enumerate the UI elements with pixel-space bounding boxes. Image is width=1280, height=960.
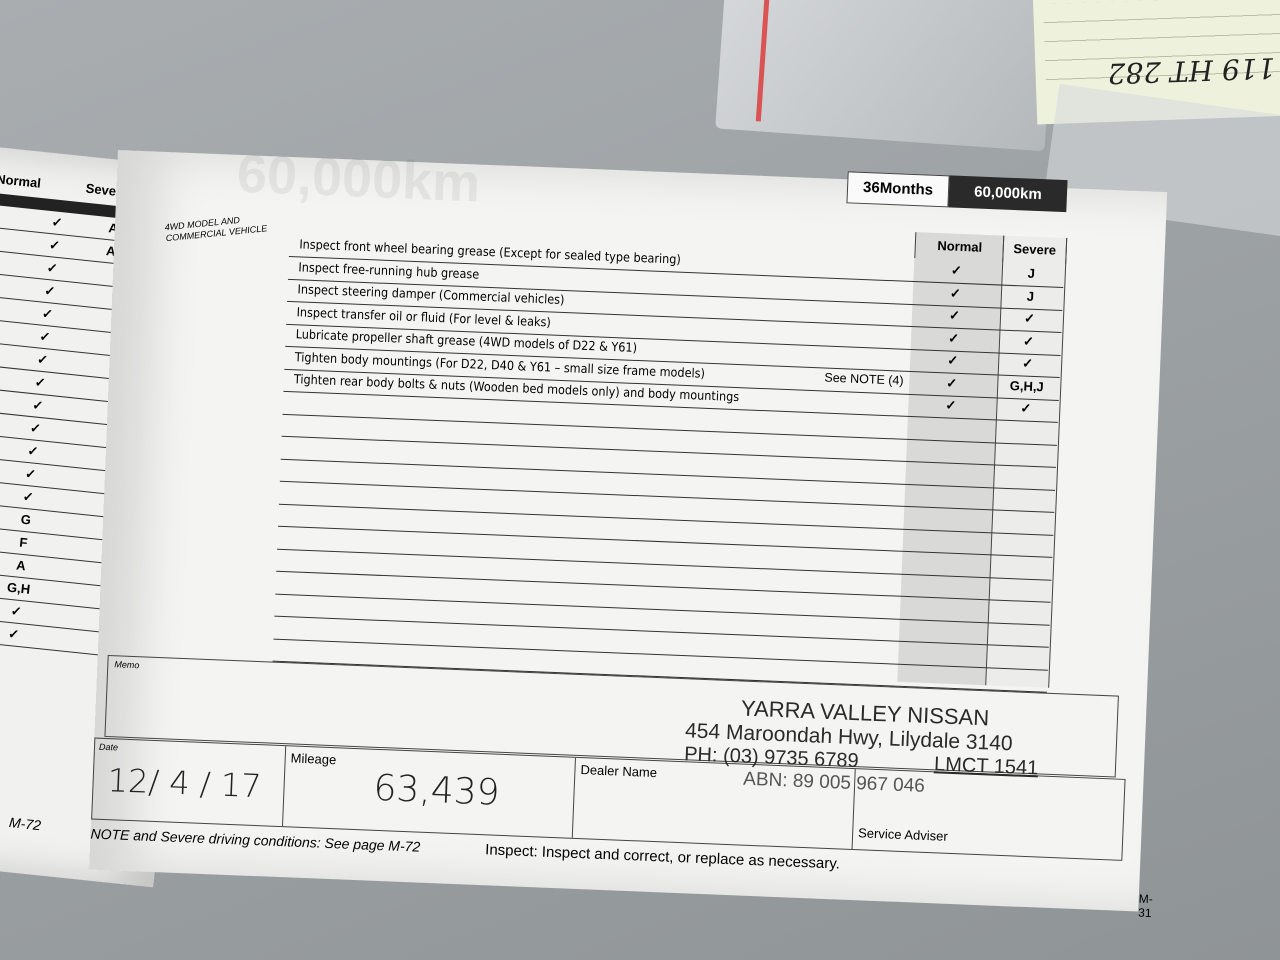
normal-cell: ✓ [950, 262, 963, 278]
right-page: 60,000km 36Months 60,000km Normal Severe… [89, 144, 1168, 920]
interval-km: 60,000km [948, 175, 1068, 213]
mileage-field[interactable]: Mileage 63,439 [281, 746, 576, 838]
date-label: Date [98, 741, 119, 753]
left-normal-cell: ✓ [34, 374, 47, 391]
mileage-label: Mileage [290, 750, 337, 768]
severe-header: Severe [1002, 235, 1068, 265]
left-normal-cell: ✓ [36, 351, 49, 368]
left-normal-cell: ✓ [29, 420, 42, 437]
service-adviser-label: Service Adviser [857, 825, 949, 844]
normal-header: Normal [914, 232, 1005, 262]
left-normal-cell: ✓ [46, 259, 59, 277]
interval-months: 36Months [846, 171, 950, 208]
left-normal-cell: ✓ [22, 488, 35, 505]
left-normal-cell: ✓ [43, 282, 57, 299]
left-normal-cell: ✓ [31, 397, 45, 414]
item-text: Inspect free-running hub grease [298, 258, 480, 282]
normal-cell: ✓ [949, 285, 962, 301]
severe-cell: ✓ [1023, 310, 1036, 326]
left-normal-header: Normal [0, 171, 42, 191]
left-page-number: M-72 [8, 814, 42, 834]
severe-cell: ✓ [1021, 355, 1034, 371]
date-field[interactable]: Date 12/ 4 / 17 [92, 738, 287, 827]
normal-cell: ✓ [946, 352, 959, 368]
left-normal-cell: ✓ [38, 328, 52, 345]
severe-cell: ✓ [1022, 332, 1035, 349]
right-page-number: M-31 [1137, 891, 1154, 921]
date-value: 12/ 4 / 17 [106, 761, 263, 806]
memo-label: Memo [114, 659, 140, 671]
normal-cell: ✓ [945, 397, 957, 413]
left-normal-cell: ✓ [7, 625, 21, 642]
left-normal-cell: ✓ [41, 305, 54, 322]
note-handwriting: 119 HT 282 [1107, 51, 1277, 90]
left-normal-cell: ✓ [48, 237, 61, 254]
bag-zip-strip [755, 0, 771, 122]
left-normal-cell: G,H [6, 579, 31, 597]
dealer-stamp: YARRA VALLEY NISSAN 454 Maroondah Hwy, L… [683, 693, 1041, 802]
left-normal-cell: ✓ [50, 214, 64, 231]
normal-cell: ✓ [947, 329, 960, 346]
severe-cell: J [1026, 288, 1035, 304]
severe-cell: J [1027, 265, 1036, 281]
mileage-value: 63,439 [372, 767, 501, 814]
left-normal-cell: ✓ [26, 442, 40, 460]
dealer-name-label: Dealer Name [580, 762, 658, 781]
left-normal-cell: ✓ [24, 465, 37, 482]
section-label: 4WD MODEL AND COMMERCIAL VEHICLE [164, 214, 268, 244]
left-normal-cell: G [20, 511, 32, 528]
item-note: See NOTE (4) [824, 370, 904, 388]
severe-cell: G,H,J [1009, 377, 1045, 394]
left-normal-cell: F [18, 534, 29, 551]
left-normal-cell: ✓ [10, 603, 23, 620]
bleed-through-text: 60,000km [235, 143, 482, 214]
stamp-lmct: LMCT 1541 [933, 753, 1039, 780]
normal-cell: ✓ [946, 374, 958, 391]
normal-cell: ✓ [948, 307, 961, 323]
left-normal-cell: A [15, 557, 27, 574]
plastic-bag [715, 0, 1055, 152]
severe-cell: ✓ [1020, 400, 1032, 416]
